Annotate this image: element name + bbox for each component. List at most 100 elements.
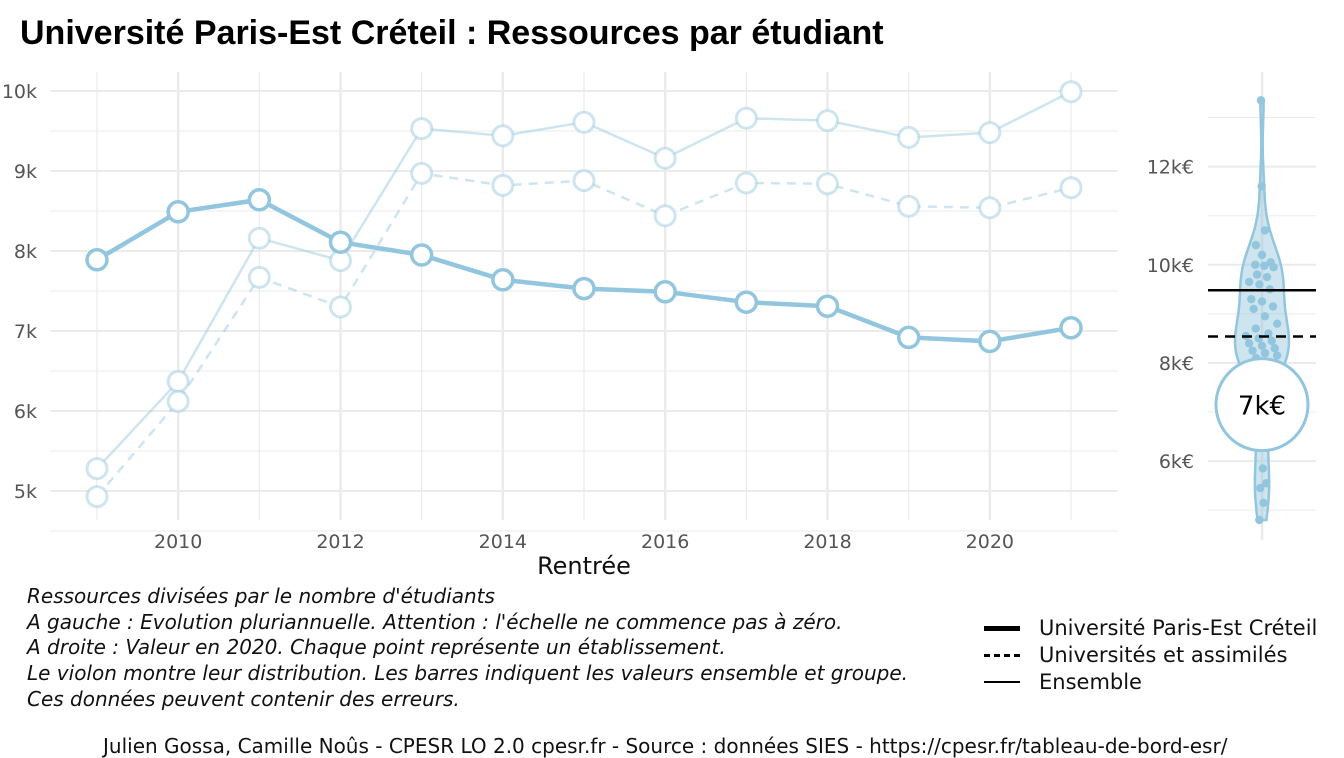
data-point-thick-solid	[896, 325, 921, 350]
data-point-dashed	[85, 485, 109, 509]
data-point-thick-solid	[734, 290, 759, 314]
y-tick-label: 9k	[14, 161, 37, 183]
data-point-thin-solid	[491, 124, 515, 148]
legend-label: Ensemble	[1039, 670, 1142, 694]
data-point-thick-solid	[247, 188, 272, 212]
data-point-thick-solid	[491, 268, 515, 292]
violin-point	[1260, 348, 1270, 358]
violin-point	[1255, 280, 1264, 289]
legend-item-univ: Université Paris-Est Créteil	[984, 615, 1317, 641]
x-tick-label: 2012	[316, 531, 364, 553]
data-point-thick-solid	[328, 230, 353, 254]
violin-point	[1257, 250, 1267, 260]
data-point-thick-solid	[1059, 316, 1083, 340]
data-point-dashed	[572, 169, 596, 193]
y-tick-label: 10k	[2, 81, 37, 103]
data-point-thin-solid	[1059, 80, 1083, 104]
data-point-dashed	[897, 194, 921, 218]
data-point-thick-solid	[166, 200, 190, 224]
x-tick-label: 2020	[966, 531, 1014, 553]
violin-point	[1247, 294, 1256, 304]
line-chart-gridlines	[50, 72, 1118, 532]
y-tick-label: 5k	[14, 481, 37, 503]
violin-point	[1255, 515, 1264, 525]
data-point-thin-solid	[572, 110, 596, 134]
data-point-thin-solid	[978, 121, 1002, 145]
violin-point	[1268, 302, 1278, 311]
violin-y-ticks: 6k€ 8k€ 10k€ 12k€	[1147, 157, 1194, 473]
note-line-5: Ces données peuvent contenir des erreurs…	[27, 687, 460, 711]
violin-y-tick-label: 12k€	[1147, 157, 1194, 179]
chart-title: Université Paris-Est Créteil : Ressource…	[20, 14, 884, 52]
legend-item-group: Universités et assimilés	[984, 642, 1287, 668]
data-point-thick-solid	[85, 248, 109, 272]
y-tick-label: 8k	[14, 241, 37, 263]
data-point-thick-solid	[978, 329, 1002, 354]
violin-point	[1272, 351, 1282, 360]
line-chart-y-ticks: 5k 6k 7k 8k 9k 10k	[2, 81, 37, 503]
violin-point	[1259, 498, 1268, 508]
data-point-thin-solid	[85, 457, 109, 481]
violin-reference-lines	[1208, 289, 1316, 338]
data-point-dashed	[816, 172, 839, 196]
data-point-thin-solid	[166, 369, 190, 393]
violin-point	[1270, 344, 1279, 353]
x-tick-label: 2014	[479, 531, 527, 553]
note-line-1: Ressources divisées par le nombre d'étud…	[27, 584, 495, 608]
violin-point	[1262, 272, 1272, 282]
data-point-thin-solid	[734, 106, 758, 130]
violin-point	[1260, 312, 1270, 321]
line-chart-x-ticks: 2010 2012 2014 2016 2018 2020	[154, 531, 1014, 553]
y-tick-label: 7k	[14, 321, 37, 343]
violin-point	[1244, 339, 1254, 348]
data-point-thin-solid	[816, 109, 839, 133]
source-caption: Julien Gossa, Camille Noûs - CPESR LO 2.…	[103, 734, 1228, 758]
violin-point	[1256, 96, 1266, 105]
violin-point	[1248, 346, 1257, 355]
data-point-thin-solid	[247, 226, 271, 250]
x-tick-label: 2010	[154, 531, 202, 553]
data-point-thin-solid	[897, 125, 921, 149]
violin-point	[1249, 304, 1258, 314]
violin-point	[1262, 478, 1271, 488]
legend-key-dashed	[984, 653, 1020, 657]
violin-point	[1260, 226, 1270, 235]
y-tick-label: 6k	[14, 401, 37, 423]
legend-label: Universités et assimilés	[1039, 643, 1288, 667]
data-point-dashed	[329, 295, 352, 319]
data-point-dashed	[491, 173, 515, 197]
data-point-dashed	[166, 389, 190, 413]
violin-y-tick-label: 6k€	[1159, 451, 1194, 473]
data-point-thin-solid	[410, 117, 434, 141]
highlight-value-label: 7k€	[1238, 392, 1286, 422]
x-tick-label: 2016	[641, 531, 689, 553]
data-point-thick-solid	[572, 276, 596, 301]
violin-point	[1269, 263, 1278, 272]
violin-point	[1267, 336, 1276, 346]
data-point-dashed	[734, 171, 758, 195]
violin-point	[1272, 319, 1282, 328]
note-line-2: A gauche : Evolution pluriannuelle. Atte…	[27, 610, 843, 634]
line-chart-points	[85, 80, 1083, 509]
data-point-dashed	[247, 265, 271, 289]
violin-shape	[1233, 99, 1291, 522]
data-point-dashed	[410, 161, 434, 185]
violin-body	[1233, 99, 1291, 522]
x-tick-label: 2018	[803, 531, 851, 553]
note-line-4: Le violon montre leur distribution. Les …	[27, 661, 908, 685]
violin-point	[1251, 324, 1260, 333]
violin-point	[1258, 464, 1268, 473]
violin-y-tick-label: 8k€	[1159, 353, 1194, 375]
violin-point	[1251, 260, 1260, 269]
violin-point	[1244, 277, 1254, 287]
violin-highlight: 7k€	[1214, 357, 1310, 453]
data-point-dashed	[978, 196, 1002, 220]
data-point-thick-solid	[653, 280, 677, 304]
legend-key-thick-solid	[984, 625, 1020, 631]
violin-point	[1252, 270, 1262, 279]
x-axis-title: Rentrée	[537, 552, 631, 580]
note-line-3: A droite : Valeur en 2020. Chaque point …	[27, 635, 726, 659]
data-point-thick-solid	[815, 294, 840, 318]
legend-item-all: Ensemble	[984, 669, 1142, 695]
